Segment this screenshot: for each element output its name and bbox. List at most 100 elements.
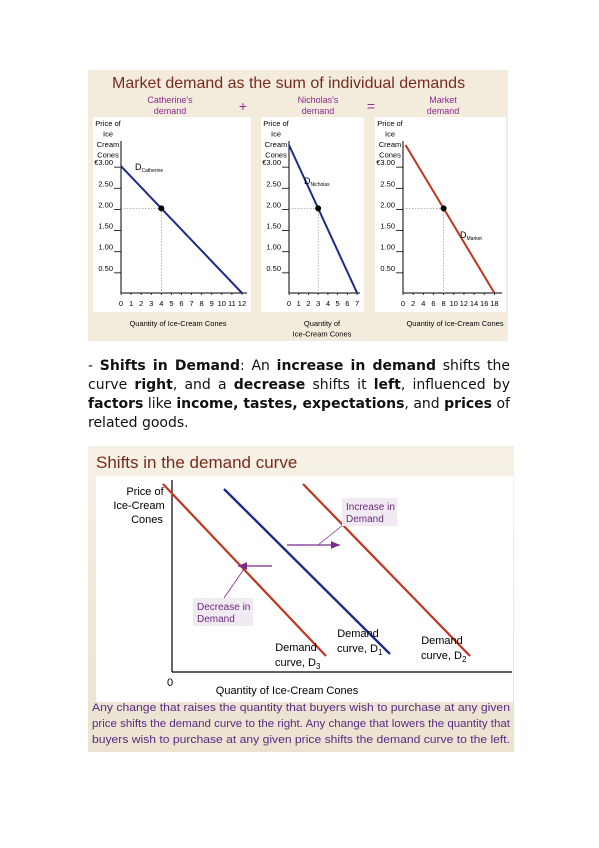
curve-label-text: curve, D bbox=[337, 643, 378, 655]
text: , and a bbox=[172, 377, 234, 393]
bold-text: left bbox=[373, 377, 401, 393]
x-axis-label: Quantity of Ice-Cream Cones bbox=[129, 319, 226, 328]
text: of related goods. bbox=[88, 396, 510, 431]
plot-background bbox=[375, 117, 506, 312]
y-tick-label: 0.50 bbox=[98, 264, 113, 273]
y-tick-label: 0.50 bbox=[380, 264, 395, 273]
x-tick-label: 5 bbox=[336, 299, 340, 308]
y-axis-label: Ice-Cream bbox=[113, 500, 164, 512]
text: shifts it bbox=[305, 377, 374, 393]
curve-label-text: curve, D bbox=[275, 657, 316, 669]
y-axis-label: Ice bbox=[385, 130, 395, 139]
bold-text: right bbox=[134, 377, 173, 393]
y-axis-label: Cones bbox=[97, 151, 119, 160]
y-tick-label: 2.50 bbox=[266, 179, 281, 188]
demand-curve-d2 bbox=[302, 483, 471, 657]
demand-curve bbox=[288, 144, 358, 294]
y-tick-label: €3.00 bbox=[262, 158, 281, 167]
x-axis-label: Ice-Cream Cones bbox=[293, 330, 352, 339]
curve-label: Demand bbox=[275, 642, 317, 654]
x-tick-label: 16 bbox=[480, 299, 488, 308]
y-axis-label: Cones bbox=[265, 151, 287, 160]
point bbox=[315, 205, 322, 212]
bold-text: factors bbox=[88, 396, 144, 412]
curve-label-sub: Nicholas bbox=[311, 182, 331, 188]
decrease-box bbox=[193, 598, 253, 626]
x-tick-label: 14 bbox=[470, 299, 478, 308]
x-tick-label: 3 bbox=[149, 299, 153, 308]
y-tick-label: 2.50 bbox=[98, 179, 113, 188]
curve-label-sub: 2 bbox=[462, 655, 467, 664]
decrease-label: Decrease in bbox=[197, 602, 250, 613]
plus-sign: + bbox=[239, 98, 247, 114]
x-tick-label: 10 bbox=[218, 299, 226, 308]
y-axis-label: Price of bbox=[95, 119, 121, 128]
y-axis-label: Price of bbox=[377, 119, 403, 128]
x-tick-label: 7 bbox=[355, 299, 359, 308]
increase-label: Increase in bbox=[346, 502, 395, 513]
y-tick-label: 1.00 bbox=[380, 243, 395, 252]
panel-header: Catherine's bbox=[147, 95, 193, 105]
bold-text: increase in demand bbox=[276, 358, 437, 374]
bold-text: decrease bbox=[233, 377, 306, 393]
x-tick-label: 10 bbox=[450, 299, 458, 308]
x-tick-label: 6 bbox=[345, 299, 349, 308]
y-axis-label: Ice bbox=[271, 130, 281, 139]
curve-label-sub: 1 bbox=[378, 648, 383, 657]
text: , and bbox=[404, 396, 445, 412]
plot-background bbox=[261, 117, 364, 312]
y-axis-label: Cones bbox=[131, 514, 163, 526]
text: shifts the curve bbox=[88, 358, 510, 393]
text: , influenced by bbox=[400, 377, 510, 393]
curve-label: Demand bbox=[337, 628, 379, 640]
x-tick-label: 0 bbox=[119, 299, 123, 308]
curve-label: curve, D1 bbox=[337, 643, 383, 657]
x-tick-label: 6 bbox=[431, 299, 435, 308]
text: : An bbox=[240, 358, 277, 374]
y-tick-label: €3.00 bbox=[94, 158, 113, 167]
demand-curve-d3 bbox=[162, 483, 327, 657]
curve-label: curve, D3 bbox=[275, 657, 321, 671]
decrease-pointer bbox=[223, 565, 247, 599]
paragraph: - Shifts in Demand: An increase in deman… bbox=[88, 357, 510, 433]
note-line: buyers wish to purchase at any given pri… bbox=[92, 734, 510, 746]
figure-title: Shifts in the demand curve bbox=[96, 453, 297, 472]
bold-text: prices bbox=[444, 396, 493, 412]
y-axis-label: Cream bbox=[265, 140, 288, 149]
x-tick-label: 12 bbox=[238, 299, 246, 308]
demand-curve-d1 bbox=[223, 488, 391, 655]
panel-header: Nicholas's bbox=[298, 95, 339, 105]
plot-background bbox=[96, 476, 513, 702]
increase-box bbox=[342, 498, 397, 526]
curve-label: DMarket bbox=[460, 230, 482, 242]
text: like bbox=[143, 396, 177, 412]
equals-sign: = bbox=[367, 98, 375, 114]
bold-text: Shifts in Demand bbox=[99, 358, 240, 374]
curve-label: DCatherine bbox=[135, 162, 163, 174]
x-tick-label: 2 bbox=[139, 299, 143, 308]
x-tick-label: 4 bbox=[159, 299, 163, 308]
y-tick-label: 1.00 bbox=[266, 243, 281, 252]
y-axis-label: Ice bbox=[103, 130, 113, 139]
point bbox=[440, 205, 447, 212]
y-axis-label: Cream bbox=[97, 140, 120, 149]
note-line: Any change that raises the quantity that… bbox=[92, 702, 510, 714]
decrease-label: Demand bbox=[197, 614, 235, 625]
x-tick-label: 9 bbox=[210, 299, 214, 308]
panel-header: Market bbox=[429, 95, 457, 105]
y-tick-label: 1.50 bbox=[380, 222, 395, 231]
x-tick-label: 18 bbox=[490, 299, 498, 308]
x-tick-label: 2 bbox=[411, 299, 415, 308]
curve-label-sub: 3 bbox=[316, 662, 321, 671]
point bbox=[158, 205, 165, 212]
panel-header: demand bbox=[154, 106, 187, 116]
panel-header: demand bbox=[302, 106, 335, 116]
x-tick-label: 6 bbox=[179, 299, 183, 308]
text: - bbox=[88, 358, 100, 374]
curve-label-sub: Market bbox=[467, 236, 483, 242]
curve-label-main: D bbox=[135, 162, 142, 172]
note-line: price shifts the demand curve to the rig… bbox=[92, 718, 510, 730]
x-tick-label: 1 bbox=[297, 299, 301, 308]
curve-label: curve, D2 bbox=[421, 650, 467, 664]
